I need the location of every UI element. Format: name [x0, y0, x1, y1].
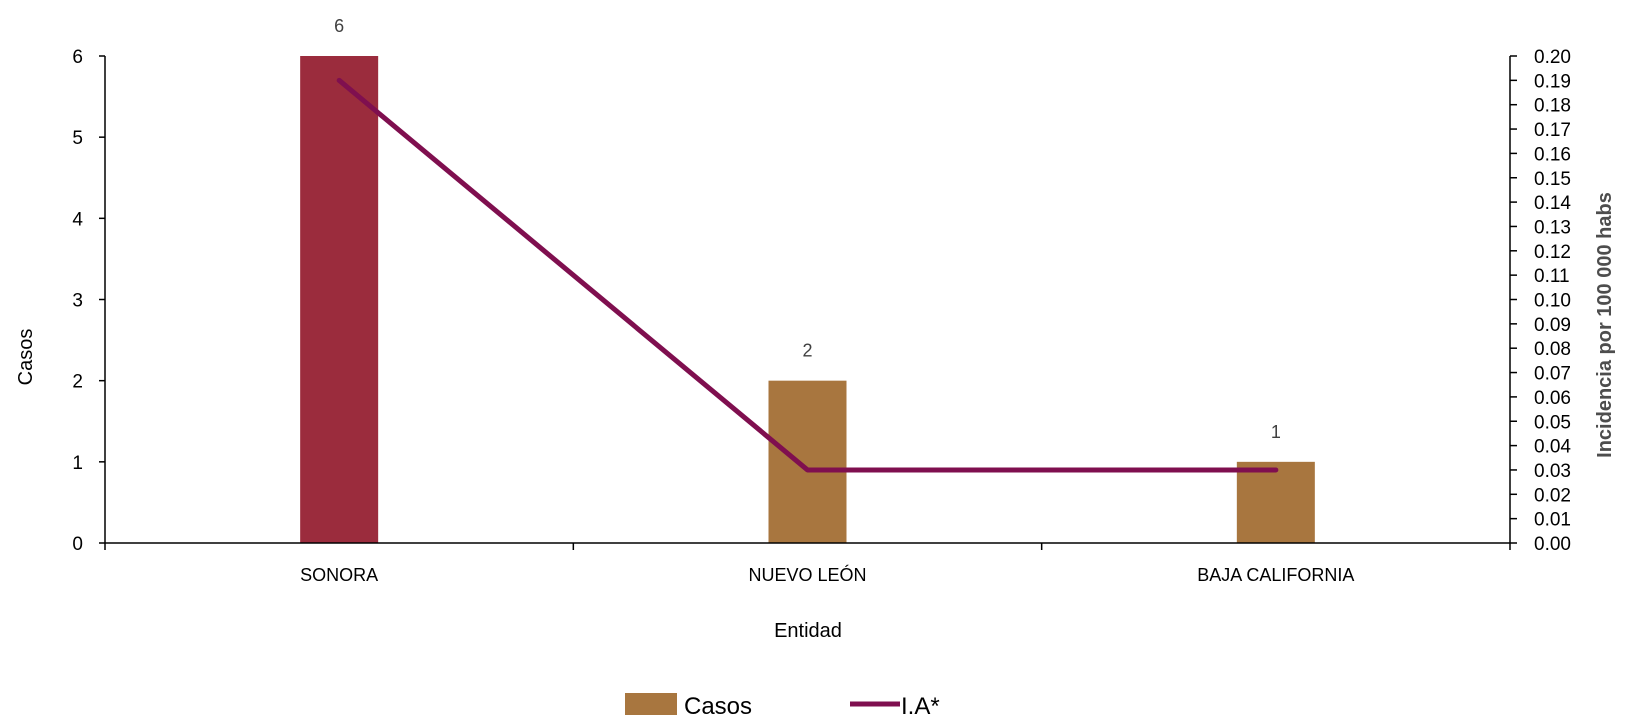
y2-tick-label-0: 0.00	[1534, 534, 1571, 555]
bar-2	[1236, 461, 1315, 543]
legend-label-casos: Casos	[684, 693, 752, 716]
y2-tick-label-17: 0.17	[1534, 120, 1571, 141]
legend-swatch-casos	[625, 693, 677, 715]
y2-tick-label-5: 0.05	[1534, 412, 1571, 433]
y-tick-label-4: 4	[72, 209, 83, 230]
axes-layer	[99, 55, 1517, 550]
y2-tick-label-15: 0.15	[1534, 169, 1571, 190]
y2-tick-label-20: 0.20	[1534, 47, 1571, 68]
y2-axis-title: Incidencia por 100 000 habs	[1594, 192, 1616, 458]
y2-tick-label-19: 0.19	[1534, 71, 1571, 92]
y2-tick-label-16: 0.16	[1534, 144, 1571, 165]
x-category-label-0: SONORA	[300, 565, 378, 585]
y2-tick-label-10: 0.10	[1534, 291, 1571, 312]
line-layer	[336, 77, 1279, 473]
y2-tick-label-12: 0.12	[1534, 242, 1571, 263]
y-tick-label-6: 6	[72, 47, 83, 68]
y2-tick-label-6: 0.06	[1534, 388, 1571, 409]
y2-tick-label-14: 0.14	[1534, 193, 1571, 214]
bar-1	[768, 380, 847, 543]
bars-layer	[300, 56, 1315, 543]
x-category-label-2: BAJA CALIFORNIA	[1197, 565, 1354, 585]
y-tick-label-3: 3	[72, 291, 83, 312]
y-tick-label-0: 0	[72, 534, 83, 555]
y-tick-label-2: 2	[72, 372, 83, 393]
y2-tick-label-2: 0.02	[1534, 485, 1571, 506]
y2-tick-label-4: 0.04	[1534, 437, 1571, 458]
bar-data-label-0: 6	[334, 16, 344, 36]
y2-tick-label-1: 0.01	[1534, 510, 1571, 531]
legend-label-ia: I.A*	[901, 693, 940, 716]
y2-tick-label-11: 0.11	[1534, 266, 1570, 287]
series-line-ia	[336, 77, 1279, 473]
labels-layer: 6 2 1 0 1 2 3 4 5 6 0.00 0.01 0.02 0.03 0.04 0.05 0.06 0.…	[72, 16, 1571, 585]
y2-tick-label-13: 0.13	[1534, 217, 1571, 238]
y-axis-title: Casos	[15, 329, 37, 386]
bar-data-label-2: 1	[1271, 422, 1281, 442]
x-category-label-1: NUEVO LEÓN	[748, 564, 866, 585]
y-tick-label-5: 5	[72, 128, 83, 149]
bar-0	[300, 56, 379, 543]
y2-tick-label-8: 0.08	[1534, 339, 1571, 360]
y-tick-label-1: 1	[72, 453, 83, 474]
y2-tick-label-7: 0.07	[1534, 364, 1571, 385]
y2-tick-label-9: 0.09	[1534, 315, 1571, 336]
x-axis-title: Entidad	[774, 620, 842, 642]
bar-data-label-1: 2	[802, 341, 812, 361]
legend: Casos I.A*	[625, 693, 940, 720]
y2-tick-label-18: 0.18	[1534, 96, 1571, 117]
y2-tick-label-3: 0.03	[1534, 461, 1571, 482]
